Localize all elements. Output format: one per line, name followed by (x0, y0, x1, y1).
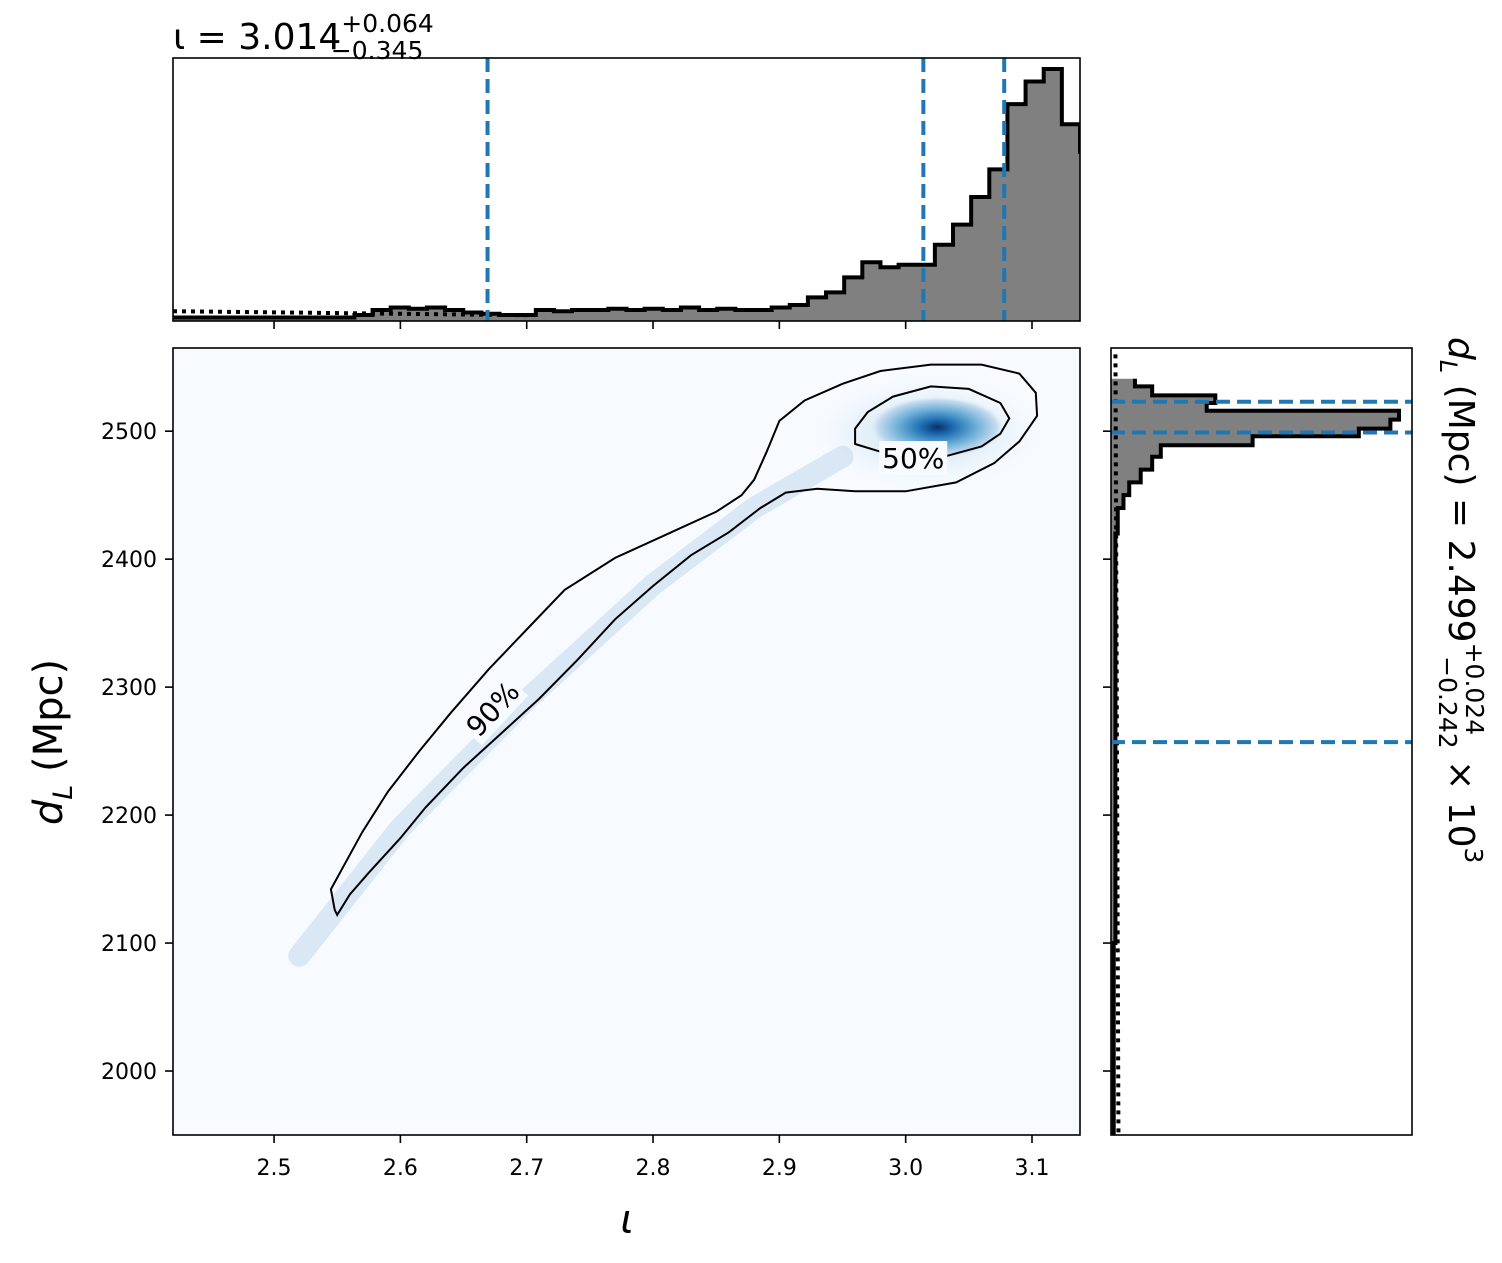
density-ridge (288, 445, 854, 967)
x-tick-label: 2.9 (762, 1156, 797, 1181)
top-histogram-fill (173, 69, 1080, 321)
x-tick-label: 2.8 (636, 1156, 671, 1181)
joint-x-ticks: 2.5 2.6 2.7 2.8 2.9 3.0 3.1 (257, 1135, 1049, 1181)
contour-label: 50% (882, 442, 944, 475)
right-y-ticks (1103, 430, 1111, 1072)
right-label-main: (Mpc) = 2.499 (1440, 373, 1481, 642)
top-credible-lines (485, 58, 1007, 321)
top-panel-frame (172, 57, 1081, 322)
y-tick-label: 2300 (101, 676, 157, 701)
right-label-sub: −0.242 (1433, 656, 1462, 749)
y-tick-label: 2400 (101, 548, 157, 573)
right-credible-lines (1111, 399, 1412, 745)
top-title-main: ι = 3.014 (173, 17, 341, 58)
x-tick-label: 3.1 (1014, 1156, 1049, 1181)
contour-label-bg (456, 672, 529, 746)
y-axis-label: dL (Mpc) (26, 659, 79, 825)
top-title-sub: −0.345 (331, 36, 424, 65)
right-panel-frame (1110, 347, 1413, 1136)
joint-panel-frame (172, 347, 1081, 1136)
right-histogram-fill (1111, 378, 1399, 1135)
contour-label-bg (879, 441, 948, 476)
y-tick-label: 2000 (101, 1060, 157, 1085)
y-tick-label: 2200 (101, 804, 157, 829)
right-histogram-outline (1111, 378, 1401, 1135)
right-label: dL (Mpc) = 2.499+0.024−0.242 × 103 (1433, 337, 1489, 863)
x-axis-label: ι (620, 1197, 634, 1243)
right-prior-dotted-line (1113, 354, 1121, 1135)
right-marginal-panel: dL (Mpc) = 2.499+0.024−0.242 × 103 (1103, 337, 1489, 1136)
x-tick-label: 3.0 (888, 1156, 923, 1181)
top-histogram-outline (173, 67, 1080, 320)
top-marginal-panel: ι = 3.014+0.064 −0.345 (172, 9, 1081, 329)
top-x-ticks (273, 321, 1033, 329)
x-tick-label: 2.7 (509, 1156, 544, 1181)
top-title: ι = 3.014+0.064 −0.345 (173, 9, 434, 65)
y-tick-label: 2500 (101, 420, 157, 445)
right-label-sup: +0.024 (1460, 643, 1489, 736)
joint-panel: 90%50% 2.5 2.6 2.7 2.8 2.9 3.0 3.1 20002100220… (26, 347, 1081, 1243)
x-tick-label: 2.5 (257, 1156, 292, 1181)
x-tick-label: 2.6 (383, 1156, 418, 1181)
top-title-sup: +0.064 (341, 9, 434, 38)
contour-90-line (329, 363, 1039, 917)
right-label-suffix: × 10 (1440, 749, 1481, 848)
y-tick-label: 2100 (101, 932, 157, 957)
joint-y-ticks: 2000 2100 2200 2300 2400 2500 (101, 420, 173, 1085)
